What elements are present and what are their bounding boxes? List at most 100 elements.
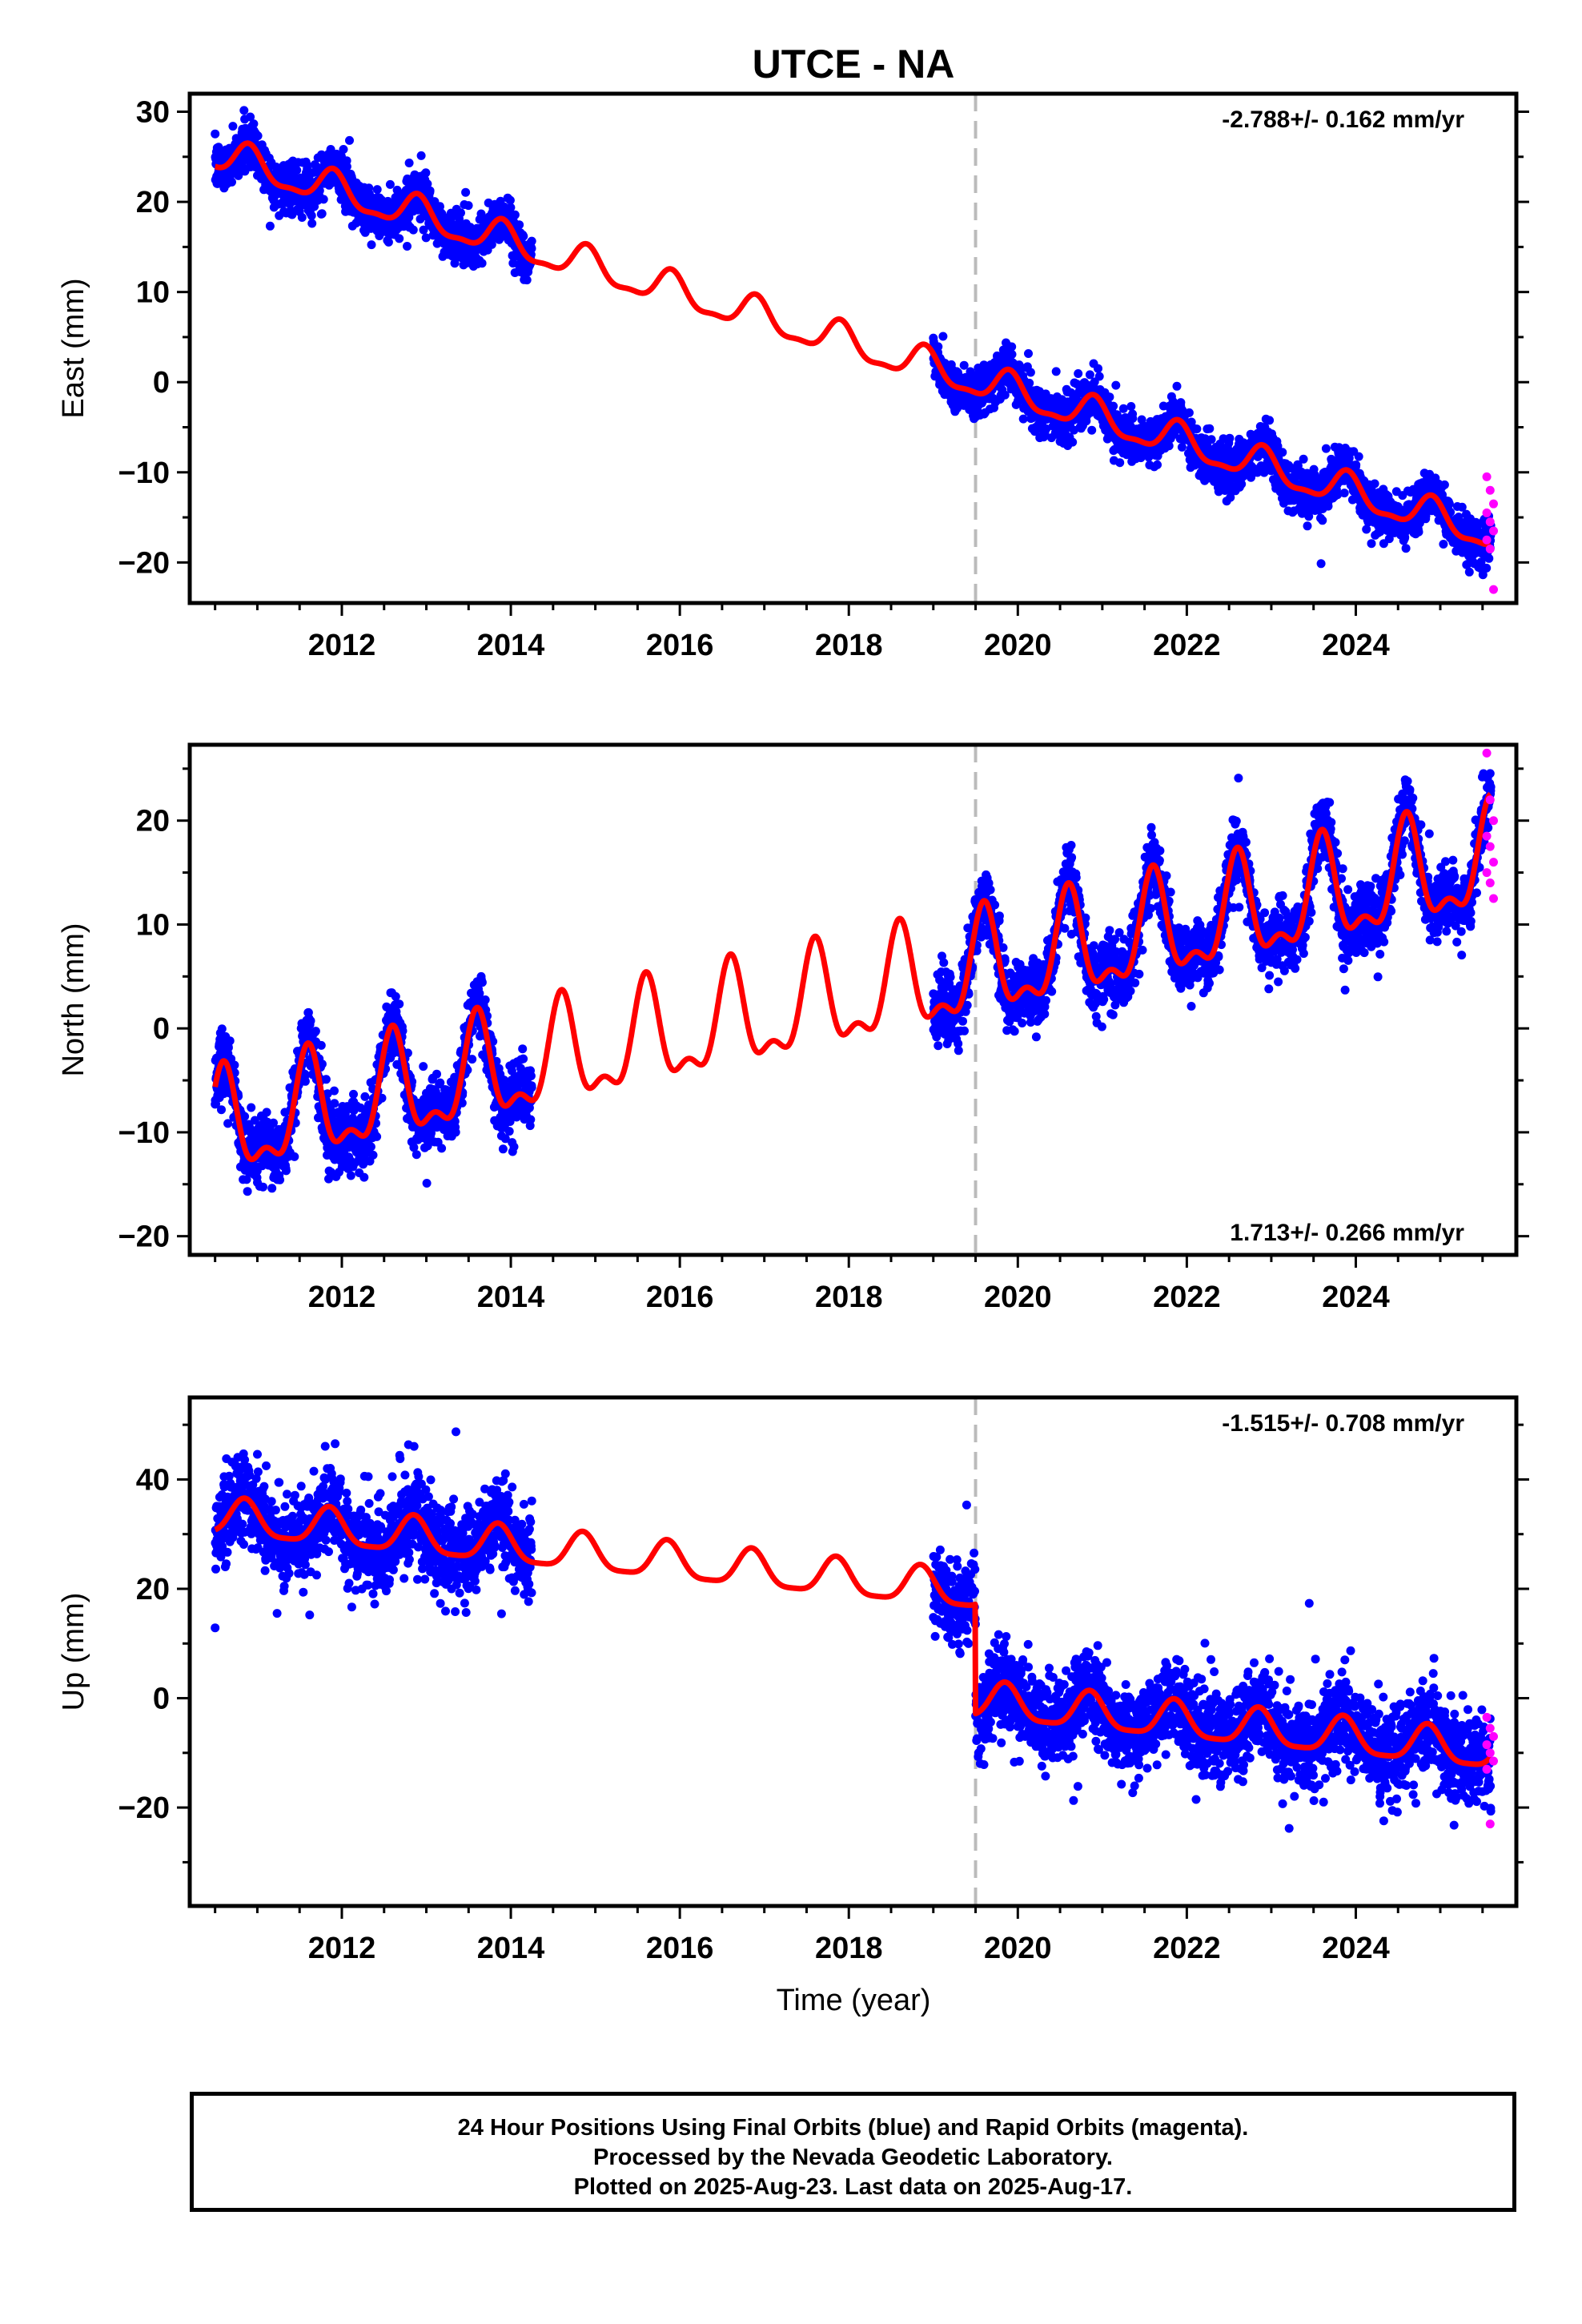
final-orbit-point [422,1179,432,1188]
final-orbit-point [372,1132,382,1141]
rapid-orbit-point [1485,544,1495,553]
final-orbit-point [527,236,536,246]
chart-title: UTCE - NA [753,42,955,86]
final-orbit-point [395,234,404,243]
final-orbit-point [316,1040,326,1050]
rapid-orbit-point [1482,535,1492,545]
final-orbit-point [408,225,418,235]
x-tick-label: 2016 [646,629,714,662]
final-orbit-point [360,1092,370,1101]
final-orbit-point [1087,425,1097,435]
final-orbit-point [265,221,275,231]
final-orbit-point [1316,559,1326,569]
final-orbit-point [346,1171,355,1180]
final-orbit-point [1109,401,1118,411]
final-orbit-point [1024,349,1033,358]
final-orbit-point [1323,501,1333,511]
rapid-orbit-point [1489,499,1499,509]
x-tick-label: 2014 [477,629,545,662]
final-orbit-point [1153,460,1162,469]
final-orbit-point [1207,435,1216,444]
final-orbit-point [307,211,316,220]
final-orbit-point [1367,539,1376,549]
final-orbit-point [1370,479,1379,489]
final-orbit-point [249,119,259,129]
final-orbit-point [243,1187,252,1196]
final-orbit-point [367,240,376,250]
final-orbit-point [1299,454,1308,464]
final-orbit-point [217,1105,226,1115]
plot-area-east [211,94,1499,603]
final-orbit-point [1351,460,1361,469]
final-orbit-point [262,1108,271,1117]
final-orbit-point [1051,367,1061,376]
final-orbit-point [1094,372,1104,381]
final-orbit-point [317,209,327,219]
final-orbit-point [383,237,393,247]
final-orbit-point [311,1027,320,1036]
final-orbit-point [1164,441,1174,451]
panel-north: 2012 2014 2016 2018 2020 2022 2024−20−1001020N… [57,742,1529,1314]
final-orbit-point [1482,563,1492,573]
final-orbit-point [1118,404,1128,413]
final-orbit-point [522,275,532,285]
final-orbit-point [477,259,487,268]
final-orbit-point [326,145,335,154]
final-orbit-point [1172,381,1182,391]
final-orbit-point [1318,516,1327,525]
final-orbit-point [1205,424,1215,433]
final-orbit-point [1105,392,1114,402]
final-orbit-point [290,1152,299,1161]
y-tick-label: 10 [136,276,170,310]
final-orbit-point [319,195,328,204]
final-orbit-point [211,129,220,139]
final-orbit-point [292,166,302,175]
final-orbit-point [404,159,414,167]
x-tick-label: 2020 [984,629,1052,662]
panel-east: 2012 2014 2016 2018 2020 2022 2024−20−10010203… [57,91,1529,662]
final-orbit-point [451,1128,460,1137]
y-tick-label: −20 [118,546,170,580]
x-tick-label: 2022 [1153,629,1221,662]
final-orbit-point [368,1150,378,1160]
final-orbit-point [330,1099,339,1108]
final-orbit-point [300,1076,310,1086]
final-orbit-point [395,999,404,1009]
final-orbit-point [1026,368,1035,377]
final-orbit-point [423,179,432,189]
final-orbit-point [385,179,395,189]
final-orbit-point [267,1184,277,1193]
final-orbit-point [1025,378,1034,388]
rapid-orbit-point [1485,485,1495,495]
final-orbit-point [1068,437,1078,447]
y-axis-label: East (mm) [57,278,90,418]
final-orbit-point [1007,350,1017,359]
final-orbit-point [437,1144,447,1153]
y-tick-label: 0 [153,366,170,400]
final-orbit-point [416,215,425,223]
final-orbit-point [464,201,473,211]
y-tick-label: −10 [118,456,170,490]
final-orbit-point [1094,364,1102,373]
final-orbit-point [227,177,236,187]
final-orbit-point [228,122,238,131]
x-tick-label: 2012 [308,629,376,662]
final-orbit-point [1303,521,1312,531]
final-orbit-point [421,168,431,178]
final-orbit-point [366,1142,375,1152]
final-orbit-point [281,1166,291,1176]
final-orbit-point [403,242,412,251]
final-orbit-point [1401,544,1411,553]
final-orbit-point [306,1016,315,1026]
final-orbit-point [1074,369,1083,378]
final-orbit-point [1126,402,1136,411]
final-orbit-point [246,112,255,122]
rapid-orbit-point [1485,517,1495,527]
final-orbit-point [1115,458,1125,468]
final-orbit-point [1414,527,1423,537]
final-orbit-point [275,1175,285,1184]
final-orbit-point [1225,433,1235,443]
rapid-orbit-point [1489,526,1499,536]
final-orbit-point [330,1086,339,1096]
